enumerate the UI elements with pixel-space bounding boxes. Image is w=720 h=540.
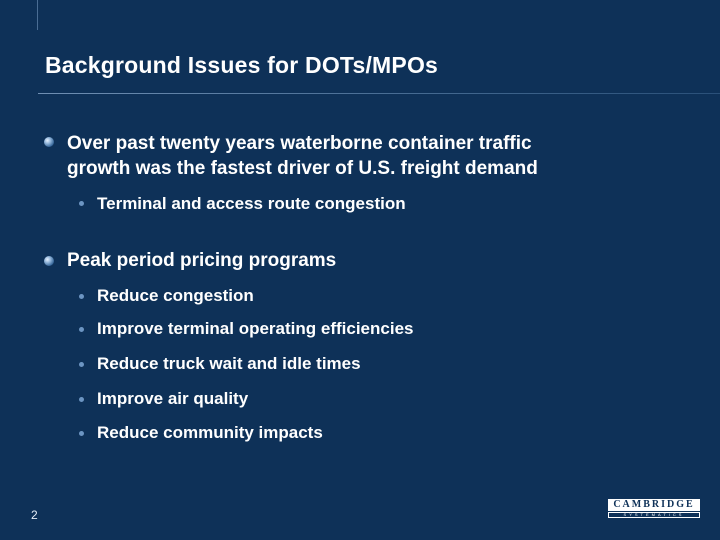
sub-bullet-2-3: Reduce truck wait and idle times: [97, 354, 361, 373]
title-divider: [38, 93, 720, 94]
bullet-icon: [44, 256, 54, 266]
logo-wordmark: CAMBRIDGE: [608, 499, 700, 511]
cambridge-logo: CAMBRIDGE SYSTEMATICS: [608, 499, 700, 519]
slide-title: Background Issues for DOTs/MPOs: [45, 52, 439, 78]
sub-bullet-icon: [79, 397, 84, 402]
bullet-1-text: Over past twenty years waterborne contai…: [67, 131, 667, 181]
sub-bullet-2-4: Improve air quality: [97, 389, 249, 408]
sub-bullet-icon: [79, 362, 84, 367]
sub-bullet-2-5: Reduce community impacts: [97, 423, 323, 442]
page-number: 2: [31, 508, 38, 522]
sub-bullet-2-2: Improve terminal operating efficiencies: [97, 319, 414, 338]
bullet-1-line-2: growth was the fastest driver of U.S. fr…: [67, 158, 538, 179]
sub-bullet-1-1: Terminal and access route congestion: [97, 194, 406, 213]
bullet-1-line-1: Over past twenty years waterborne contai…: [67, 133, 532, 154]
sub-bullet-icon: [79, 294, 84, 299]
sub-bullet-icon: [79, 431, 84, 436]
decorative-line: [37, 0, 38, 30]
logo-subtext: SYSTEMATICS: [608, 512, 700, 518]
sub-bullet-icon: [79, 327, 84, 332]
sub-bullet-2-1: Reduce congestion: [97, 286, 254, 305]
bullet-icon: [44, 137, 54, 147]
sub-bullet-icon: [79, 201, 84, 206]
bullet-2-text: Peak period pricing programs: [67, 250, 337, 271]
